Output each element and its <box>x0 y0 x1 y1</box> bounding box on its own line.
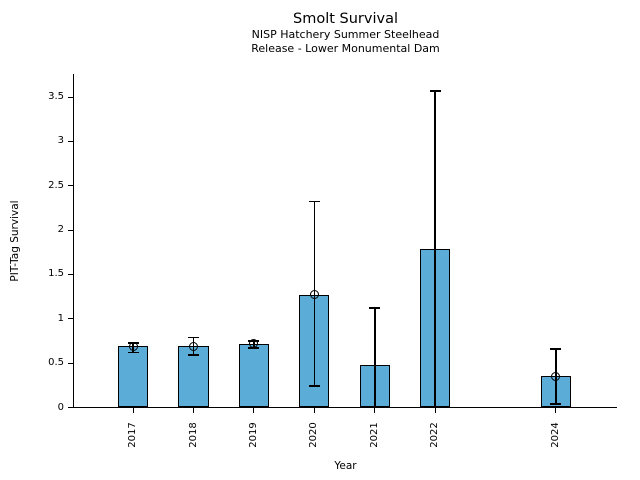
y-tick <box>68 318 73 320</box>
chart-subtitle-line1: NISP Hatchery Summer Steelhead <box>251 28 440 41</box>
x-tick-label-2017: 2017 <box>127 422 139 448</box>
chart-title: Smolt Survival <box>293 11 398 27</box>
error-bar-2021 <box>374 308 376 408</box>
y-tick-label: 0.5 <box>48 357 64 369</box>
y-tick <box>68 273 73 275</box>
error-cap-top-2020 <box>308 200 320 203</box>
x-tick <box>434 408 436 413</box>
x-tick-label-2022: 2022 <box>429 422 441 448</box>
point-marker-2024 <box>551 371 561 381</box>
x-tick-label-2020: 2020 <box>308 422 320 448</box>
chart-subtitle-line2: Release - Lower Monumental Dam <box>251 42 440 55</box>
x-tick <box>253 408 255 413</box>
y-tick-label: 2.5 <box>48 179 64 191</box>
x-axis-spine <box>73 407 617 408</box>
y-axis-spine <box>73 74 74 408</box>
error-cap-top-2021 <box>369 307 381 309</box>
y-tick-label: 0 <box>57 401 64 413</box>
bar-2019 <box>238 343 270 408</box>
x-tick-label-2024: 2024 <box>549 422 561 448</box>
error-cap-top-2022 <box>429 90 441 92</box>
x-tick <box>374 408 376 413</box>
x-tick <box>193 408 195 413</box>
y-tick-label: 3 <box>57 135 64 147</box>
error-bar-2022 <box>434 90 436 408</box>
error-cap-bottom-2024 <box>550 403 562 405</box>
point-marker-2017 <box>128 341 138 351</box>
x-tick <box>555 408 557 413</box>
y-tick <box>68 362 73 364</box>
error-cap-top-2024 <box>550 348 562 350</box>
y-tick-label: 1 <box>57 312 64 324</box>
x-tick-label-2019: 2019 <box>247 422 259 448</box>
y-tick <box>68 407 73 408</box>
y-tick <box>68 96 73 98</box>
y-tick-label: 3.5 <box>48 91 64 103</box>
point-marker-2019 <box>249 339 259 349</box>
point-marker-2020 <box>309 290 319 300</box>
error-cap-bottom-2018 <box>188 354 200 356</box>
error-cap-bottom-2020 <box>308 385 320 387</box>
y-tick-label: 2 <box>57 224 64 236</box>
y-tick <box>68 140 73 142</box>
y-tick <box>68 229 73 231</box>
error-cap-bottom-2017 <box>127 351 139 354</box>
x-tick-label-2018: 2018 <box>187 422 199 448</box>
bar-2017 <box>118 346 149 408</box>
title-block: Smolt Survival NISP Hatchery Summer Stee… <box>74 10 617 56</box>
y-tick <box>68 185 73 187</box>
x-axis-label: Year <box>334 460 357 472</box>
y-tick-label: 1.5 <box>48 268 64 280</box>
error-cap-bottom-2019 <box>248 347 260 349</box>
x-tick-label-2021: 2021 <box>368 422 380 448</box>
x-tick <box>132 408 134 413</box>
y-axis-label: PIT-Tag Survival <box>9 200 21 282</box>
point-marker-2018 <box>189 341 199 351</box>
error-cap-top-2018 <box>188 336 200 339</box>
x-tick <box>313 408 315 413</box>
